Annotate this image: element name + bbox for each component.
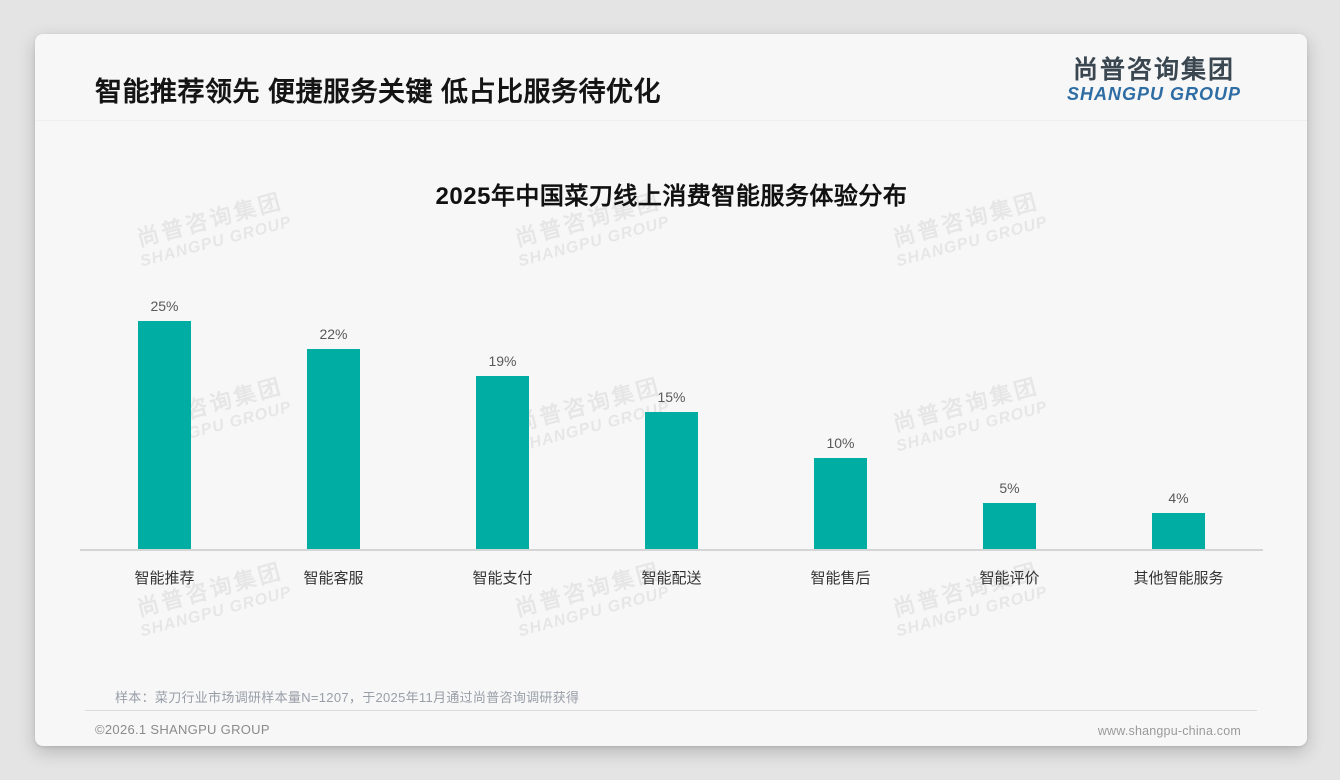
bar	[645, 412, 698, 549]
chart-title: 2025年中国菜刀线上消费智能服务体验分布	[435, 183, 908, 210]
bar-value-label: 25%	[150, 298, 179, 314]
bar	[983, 503, 1036, 549]
category-label: 智能评价	[979, 570, 1040, 587]
watermark-english-text: SHANGPU GROUP	[894, 583, 1050, 641]
bar-chart: 25% 22% 19% 15% 10% 5% 4% 智能推荐 智能客服 智能支付 智能配送 智能售后…	[80, 297, 1263, 588]
bar	[814, 458, 867, 549]
chart-plot-area: 25% 22% 19% 15% 10% 5% 4%	[80, 297, 1263, 549]
sample-note: 样本：菜刀行业市场调研样本量N=1207，于2025年11月通过尚普咨询调研获得	[115, 690, 580, 705]
bar-column: 19%	[418, 353, 587, 549]
header: 智能推荐领先 便捷服务关键 低占比服务待优化 尚普咨询集团 SHANGPU GR…	[35, 34, 1307, 121]
category-label: 智能推荐	[134, 570, 195, 587]
bar	[138, 321, 191, 549]
watermark-english-text: SHANGPU GROUP	[516, 213, 672, 271]
x-axis-category-labels: 智能推荐 智能客服 智能支付 智能配送 智能售后 智能评价 其他智能服务	[80, 551, 1263, 588]
page-title: 智能推荐领先 便捷服务关键 低占比服务待优化	[95, 77, 662, 107]
bar-column: 25%	[80, 298, 249, 549]
copyright-text: ©2026.1 SHANGPU GROUP	[95, 722, 270, 737]
bar-column: 10%	[756, 435, 925, 549]
bar-column: 22%	[249, 326, 418, 549]
bar	[476, 376, 529, 549]
x-axis-line	[80, 549, 1263, 551]
watermark-english-text: SHANGPU GROUP	[516, 583, 672, 641]
category-label: 其他智能服务	[1133, 570, 1224, 587]
bar-value-label: 5%	[999, 480, 1020, 496]
watermark-english-text: SHANGPU GROUP	[894, 213, 1050, 271]
bar	[1152, 513, 1205, 549]
category-label: 智能客服	[303, 570, 364, 587]
category-label: 智能售后	[810, 570, 871, 587]
bar	[307, 349, 360, 549]
logo-chinese-text: 尚普咨询集团	[1072, 56, 1235, 84]
website-url: www.shangpu-china.com	[1097, 724, 1241, 738]
footer: ©2026.1 SHANGPU GROUP www.shangpu-china.…	[95, 722, 1241, 742]
logo-english-text: SHANGPU GROUP	[1066, 84, 1241, 104]
footer-divider	[85, 710, 1257, 711]
category-label: 智能支付	[472, 570, 533, 587]
bar-column: 5%	[925, 480, 1094, 549]
bar-value-label: 10%	[826, 435, 855, 451]
category-label: 智能配送	[641, 570, 702, 587]
bar-value-label: 19%	[488, 353, 517, 369]
bar-value-label: 4%	[1168, 490, 1189, 506]
slide-card: 智能推荐领先 便捷服务关键 低占比服务待优化 尚普咨询集团 SHANGPU GR…	[35, 34, 1307, 746]
bar-value-label: 15%	[657, 389, 686, 405]
watermark-english-text: SHANGPU GROUP	[138, 583, 294, 641]
bar-value-label: 22%	[319, 326, 348, 342]
bar-column: 15%	[587, 389, 756, 549]
watermark-english-text: SHANGPU GROUP	[138, 213, 294, 271]
bar-column: 4%	[1094, 490, 1263, 549]
company-logo: 尚普咨询集团 SHANGPU GROUP	[1067, 56, 1241, 104]
